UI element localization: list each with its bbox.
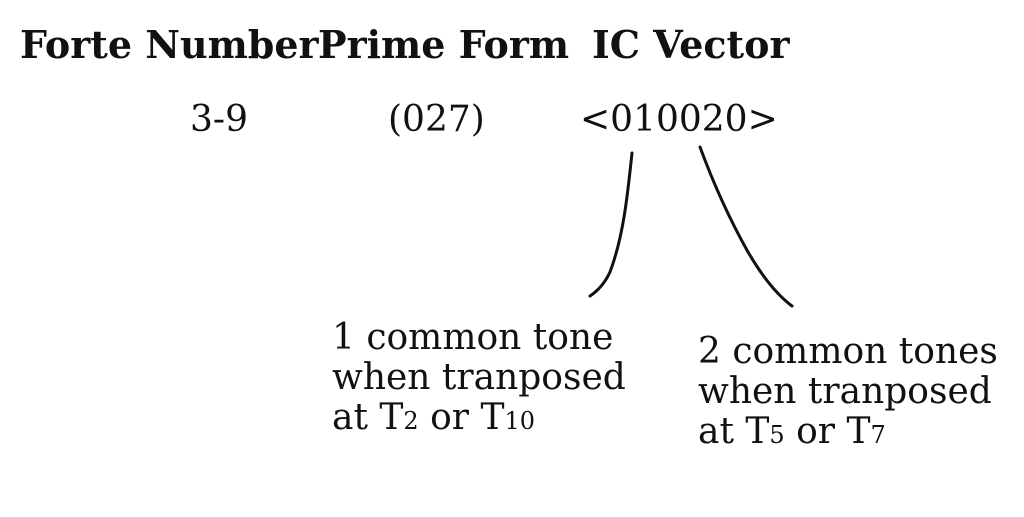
header-prime-form: Prime Form xyxy=(318,22,570,67)
annotation-right-sub1: 5 xyxy=(769,421,785,449)
value-ic-vector: <010020> xyxy=(580,99,778,140)
annotation-right-line2: when tranposed xyxy=(698,371,992,412)
annotation-right-mid: or T xyxy=(784,411,871,452)
header-forte-number: Forte Number xyxy=(20,22,319,67)
annotation-right: 2 common tones when tranposed at T5 or T… xyxy=(698,332,998,455)
annotation-right-prefix: at T xyxy=(698,411,770,452)
annotation-right-line1: 2 common tones xyxy=(698,331,998,372)
header-ic-vector: IC Vector xyxy=(592,22,790,67)
annotation-right-sub2: 7 xyxy=(870,421,886,449)
annotation-left-line3: at T2 or T10 xyxy=(332,398,626,441)
annotation-left-line2: when tranposed xyxy=(332,357,626,398)
annotation-left-sub2: 10 xyxy=(504,407,535,435)
annotation-left-prefix: at T xyxy=(332,397,404,438)
value-prime-form: (027) xyxy=(388,99,485,140)
annotation-left-line1: 1 common tone xyxy=(332,317,614,358)
connector-right xyxy=(698,145,794,308)
annotation-left-sub1: 2 xyxy=(403,407,419,435)
annotation-left: 1 common tone when tranposed at T2 or T1… xyxy=(332,318,626,441)
connector-left xyxy=(588,151,634,298)
annotation-left-mid: or T xyxy=(418,397,505,438)
annotation-right-line3: at T5 or T7 xyxy=(698,412,998,455)
value-forte-number: 3-9 xyxy=(190,99,248,140)
